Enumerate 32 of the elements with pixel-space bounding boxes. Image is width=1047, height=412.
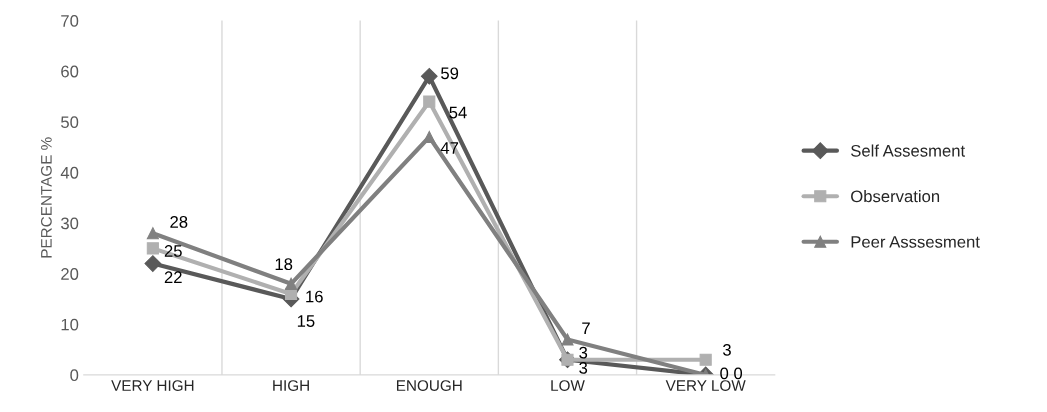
data-label: 16: [306, 290, 323, 303]
x-tick-label: VERY HIGH: [111, 380, 194, 391]
data-label: 15: [297, 315, 315, 327]
data-label: 54: [449, 106, 467, 119]
y-axis-title: PERCENTAGE %: [40, 137, 52, 258]
data-label: 47: [440, 142, 459, 154]
x-tick-label: ENOUGH: [396, 380, 462, 391]
y-tick-label: 30: [61, 217, 79, 230]
data-label: 22: [164, 271, 182, 284]
legend-label: Observation: [851, 189, 940, 203]
data-label: 0: [720, 367, 729, 380]
y-tick-label: 40: [60, 166, 79, 179]
data-label: 0: [734, 367, 743, 380]
data-label: 18: [275, 258, 293, 271]
legend-label: Peer Asssesment: [851, 236, 980, 248]
y-tick-label: 10: [61, 318, 79, 331]
data-label: 3: [579, 361, 588, 374]
data-label: 3: [722, 343, 731, 356]
y-tick-label: 0: [70, 369, 79, 382]
y-tick-label: 50: [61, 116, 79, 129]
data-label: 59: [441, 67, 459, 80]
x-tick-label: LOW: [551, 380, 585, 391]
x-tick-label: VERY LOW: [665, 380, 746, 391]
data-label: 3: [579, 346, 588, 359]
data-label: 7: [582, 322, 590, 334]
y-tick-label: 70: [61, 15, 79, 27]
data-label: 25: [164, 245, 182, 257]
data-label: 28: [170, 216, 188, 228]
y-tick-label: 60: [61, 65, 79, 78]
y-tick-label: 20: [61, 268, 79, 280]
x-tick-label: HIGH: [273, 380, 309, 391]
legend-label: Self Assesment: [851, 144, 966, 157]
